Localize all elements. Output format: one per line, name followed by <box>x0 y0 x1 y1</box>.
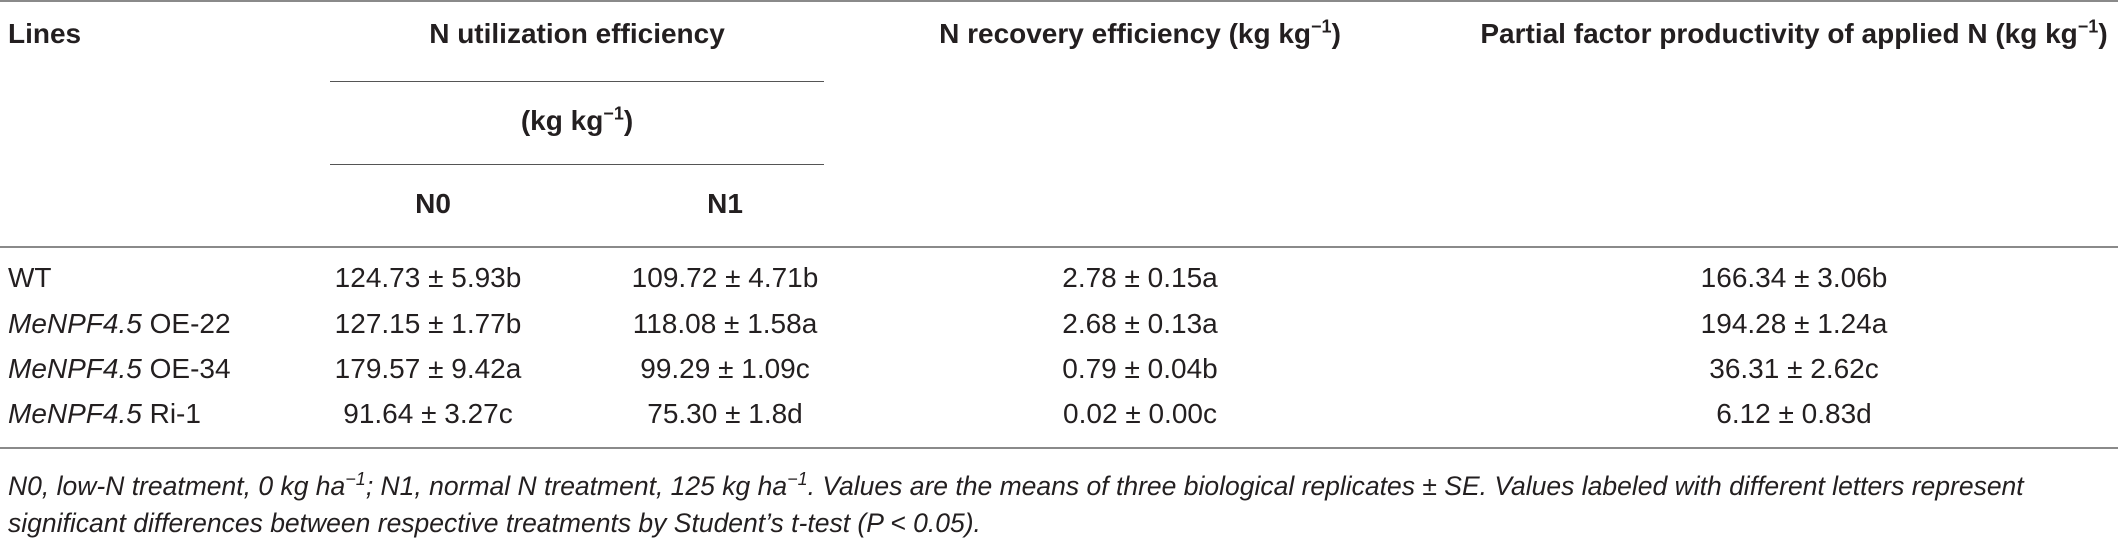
table-footnote: N0, low-N treatment, 0 kg ha−1; N1, norm… <box>8 469 2024 538</box>
row-nre-value: 0.79 ± 0.04b <box>1062 353 1218 384</box>
header-nue-unit-close: ) <box>623 105 634 136</box>
row-pfp-value: 166.34 ± 3.06b <box>1700 262 1888 293</box>
row-pfp-value: 194.28 ± 1.24a <box>1700 308 1888 339</box>
nue-underline-2 <box>330 164 824 165</box>
row-nre-value: 2.68 ± 0.13a <box>1062 308 1218 339</box>
header-nre-close: ) <box>1331 18 1341 49</box>
row-n0-value: 124.73 ± 5.93b <box>334 262 522 293</box>
header-n-utilization-efficiency: N utilization efficiency <box>429 18 725 49</box>
row-nre-value: 0.02 ± 0.00c <box>1063 398 1217 429</box>
row-line-label: WT <box>8 262 52 293</box>
header-n0: N0 <box>415 188 451 219</box>
row-n0-value: 127.15 ± 1.77b <box>334 308 522 339</box>
header-pfp-text: Partial factor productivity of applied N… <box>1480 18 2078 49</box>
header-lines: Lines <box>8 18 82 49</box>
row-line-label: MeNPF4.5 Ri-1 <box>8 398 201 429</box>
header-n-recovery-efficiency: N recovery efficiency (kg kg−1) <box>939 18 1341 50</box>
nue-underline-1 <box>330 81 824 82</box>
row-pfp-value: 6.12 ± 0.83d <box>1716 398 1872 429</box>
header-pfp-sup: −1 <box>2077 16 2099 37</box>
row-n1-value: 75.30 ± 1.8d <box>647 398 803 429</box>
row-n1-value: 109.72 ± 4.71b <box>631 262 819 293</box>
header-nre-text: N recovery efficiency (kg kg <box>939 18 1312 49</box>
row-n0-value: 91.64 ± 3.27c <box>343 398 513 429</box>
table-top-rule <box>0 0 2118 2</box>
header-partial-factor-productivity: Partial factor productivity of applied N… <box>1480 18 2107 50</box>
row-nre-value: 2.78 ± 0.15a <box>1062 262 1218 293</box>
row-n0-value: 179.57 ± 9.42a <box>334 353 522 384</box>
header-nue-unit: (kg kg−1) <box>521 105 633 137</box>
row-pfp-value: 36.31 ± 2.62c <box>1709 353 1879 384</box>
header-pfp-close: ) <box>2098 18 2108 49</box>
row-line-label: MeNPF4.5 OE-22 <box>8 308 231 339</box>
header-n1: N1 <box>707 188 743 219</box>
header-nue-unit-text: (kg kg <box>520 105 604 136</box>
header-nue-unit-sup: −1 <box>603 103 624 124</box>
header-nre-sup: −1 <box>1311 16 1332 37</box>
table-bottom-rule <box>0 447 2118 449</box>
row-line-label: MeNPF4.5 OE-34 <box>8 353 231 384</box>
header-bottom-rule <box>0 246 2118 248</box>
row-n1-value: 99.29 ± 1.09c <box>640 353 810 384</box>
row-n1-value: 118.08 ± 1.58a <box>632 308 818 339</box>
